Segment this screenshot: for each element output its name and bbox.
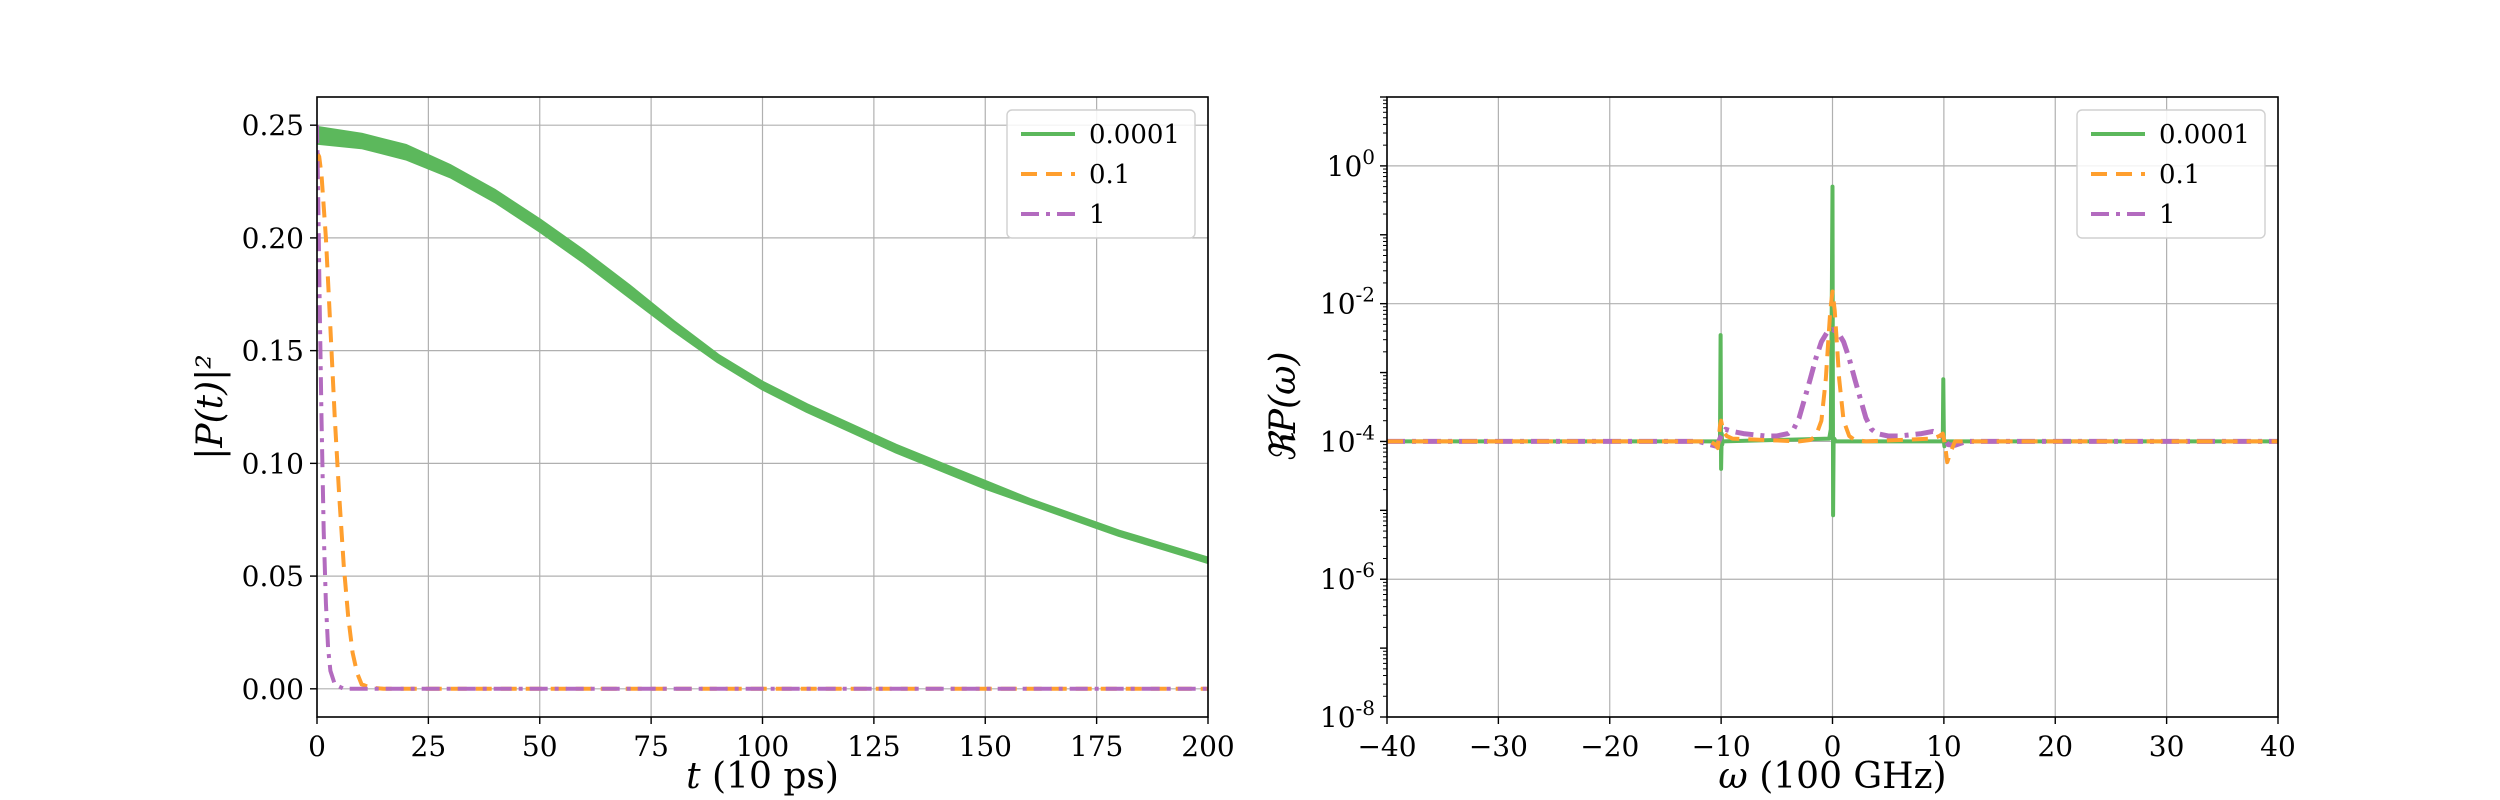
x-axis-label-variable: ω (1718, 756, 1747, 797)
y-tick-label-base: 10 (1320, 701, 1356, 734)
plot-area (1387, 184, 2278, 518)
y-tick-label-exponent: -6 (1356, 558, 1375, 582)
x-axis-label-variable: t (686, 756, 701, 797)
series-line-0.1 (1387, 289, 2278, 465)
x-tick-label: 175 (1070, 730, 1123, 763)
y-axis-label: ℜP(ω) (1263, 352, 1304, 463)
series-line-0.1 (317, 151, 1208, 691)
y-tick-label-base: 10 (1320, 563, 1356, 596)
x-axis-label-unit: (10 ps) (712, 756, 839, 797)
x-axis-label-space (701, 756, 712, 797)
x-tick-label: −30 (1469, 730, 1528, 763)
x-tick-label: 25 (411, 730, 447, 763)
x-axis-label-unit: (100 GHz) (1759, 756, 1946, 797)
x-tick-label: 150 (959, 730, 1012, 763)
y-tick-label: 10-6 (1320, 558, 1375, 596)
left-chart-time-domain: 0 25 50 75 100 125 150 175 200 0.00 0.05 0.10 0.15 0.… (190, 96, 1235, 797)
legend-label: 0.1 (1089, 160, 1130, 190)
y-tick-label-exponent: -8 (1356, 696, 1375, 720)
x-tick-label: −20 (1580, 730, 1639, 763)
x-tick-label: 100 (736, 730, 789, 763)
x-tick-label: 75 (633, 730, 669, 763)
legend-label: 0.1 (2159, 160, 2200, 190)
right-chart-frequency-domain: −40 −30 −20 −10 0 10 20 30 4010-810-610-410-2100… (1263, 96, 2296, 797)
x-tick-label: 0 (308, 730, 326, 763)
legend-label: 1 (1089, 200, 1106, 230)
x-tick-label: 30 (2149, 730, 2185, 763)
series-line-1 (317, 125, 1208, 691)
y-tick-label-base: 10 (1320, 288, 1356, 321)
legend-label: 0.0001 (2159, 120, 2250, 150)
x-tick-label: −40 (1357, 730, 1416, 763)
x-tick-label: 0 (1824, 730, 1842, 763)
y-tick-label-base: 10 (1320, 425, 1356, 458)
y-tick-label-exponent: -4 (1356, 420, 1375, 444)
y-tick-label: 0.10 (242, 447, 304, 480)
y-tick-label: 0.00 (242, 673, 304, 706)
y-tick-label: 0.25 (242, 109, 304, 142)
x-tick-label: 10 (1926, 730, 1962, 763)
y-tick-label: 0.15 (242, 335, 304, 368)
x-tick-label: 200 (1181, 730, 1234, 763)
y-tick-label-exponent: -2 (1356, 283, 1375, 307)
series-line-1 (1387, 327, 2278, 449)
y-tick-label: 100 (1327, 145, 1375, 183)
x-axis-label-space (1748, 756, 1759, 797)
x-tick-label: 20 (2037, 730, 2073, 763)
legend: 0.0001 0.1 1 (2076, 109, 2266, 239)
x-tick-label: 125 (847, 730, 900, 763)
legend-box (1006, 109, 1196, 239)
x-tick-label: 50 (522, 730, 558, 763)
plot-area (317, 125, 1208, 691)
y-tick-label: 10-2 (1320, 283, 1375, 321)
y-tick-label-base: 10 (1327, 150, 1363, 183)
legend-box (2076, 109, 2266, 239)
y-tick-label: 0.20 (242, 222, 304, 255)
legend-label: 0.0001 (1089, 120, 1180, 150)
x-axis-label: ω (100 GHz) (1718, 756, 1946, 797)
x-tick-label: −10 (1692, 730, 1751, 763)
x-axis-label: t (10 ps) (686, 756, 839, 797)
y-axis-label: |P(t)|² (190, 354, 231, 459)
y-tick-label: 0.05 (242, 560, 304, 593)
y-tick-label-exponent: 0 (1362, 145, 1375, 169)
series-band-0.0001 (317, 125, 1208, 565)
y-tick-label: 10-8 (1320, 696, 1375, 734)
x-tick-label: 40 (2260, 730, 2296, 763)
y-tick-label: 10-4 (1320, 420, 1375, 458)
legend: 0.0001 0.1 1 (1006, 109, 1196, 239)
legend-label: 1 (2159, 200, 2176, 230)
